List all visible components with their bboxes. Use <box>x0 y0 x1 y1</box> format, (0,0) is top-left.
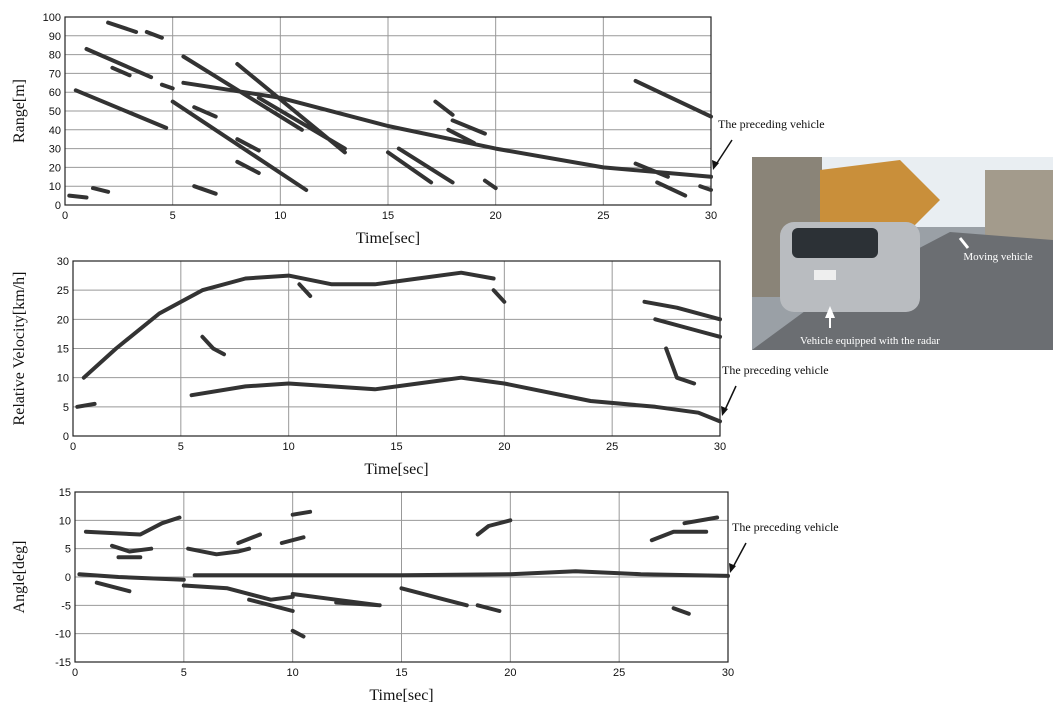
x-tick-label: 15 <box>395 667 407 679</box>
annotation: The preceding vehicle <box>732 520 839 534</box>
x-tick-label: 10 <box>283 441 295 453</box>
y-tick-label: 15 <box>59 487 71 499</box>
x-axis-label: Time[sec] <box>356 230 420 247</box>
x-tick-label: 30 <box>705 210 717 222</box>
y-tick-label: 10 <box>57 373 69 385</box>
track <box>79 512 728 637</box>
y-tick-label: 50 <box>49 106 61 118</box>
y-tick-label: -10 <box>55 629 71 641</box>
x-tick-label: 0 <box>62 210 68 222</box>
track <box>69 23 711 198</box>
y-tick-label: 5 <box>63 402 69 414</box>
y-tick-label: 5 <box>65 544 71 556</box>
annotation: The preceding vehicle <box>722 363 829 377</box>
x-tick-label: 25 <box>613 667 625 679</box>
x-tick-label: 30 <box>722 667 734 679</box>
x-tick-label: 0 <box>70 441 76 453</box>
y-tick-label: 0 <box>65 572 71 584</box>
annotation: The preceding vehicle <box>718 117 825 131</box>
y-tick-label: 70 <box>49 68 61 80</box>
y-axis-label: Angle[deg] <box>11 541 28 614</box>
y-axis-label: Range[m] <box>11 79 28 143</box>
x-axis-label: Time[sec] <box>369 687 433 704</box>
y-tick-label: 80 <box>49 50 61 62</box>
x-tick-label: 10 <box>287 667 299 679</box>
y-tick-label: 0 <box>63 431 69 443</box>
figure: Moving vehicle Vehicle equipped with the… <box>0 0 1053 708</box>
x-tick-label: 25 <box>606 441 618 453</box>
y-tick-label: 10 <box>49 181 61 193</box>
y-tick-label: 30 <box>57 256 69 268</box>
y-tick-label: 60 <box>49 87 61 99</box>
x-tick-label: 5 <box>170 210 176 222</box>
x-tick-label: 10 <box>274 210 286 222</box>
photo-label: Vehicle equipped with the radar <box>800 335 940 347</box>
y-tick-label: 30 <box>49 144 61 156</box>
x-tick-label: 0 <box>72 667 78 679</box>
y-tick-label: 40 <box>49 125 61 137</box>
x-tick-label: 20 <box>490 210 502 222</box>
x-tick-label: 25 <box>597 210 609 222</box>
y-tick-label: 0 <box>55 200 61 212</box>
x-tick-label: 5 <box>178 441 184 453</box>
track <box>77 273 720 422</box>
y-tick-label: 15 <box>57 344 69 356</box>
x-tick-label: 5 <box>181 667 187 679</box>
y-tick-label: 10 <box>59 515 71 527</box>
x-tick-label: 15 <box>390 441 402 453</box>
y-tick-label: 25 <box>57 285 69 297</box>
y-tick-label: 90 <box>49 31 61 43</box>
x-tick-label: 20 <box>498 441 510 453</box>
arrow-head <box>721 406 728 416</box>
y-tick-label: 100 <box>43 12 61 24</box>
y-tick-label: -5 <box>61 600 71 612</box>
x-tick-label: 30 <box>714 441 726 453</box>
page: {"chart_data": [ {"type": "line", "xlabe… <box>0 0 1053 713</box>
y-tick-label: 20 <box>49 162 61 174</box>
y-tick-label: -15 <box>55 657 71 669</box>
photo-label: Moving vehicle <box>963 251 1032 263</box>
x-axis-label: Time[sec] <box>364 461 428 478</box>
y-axis-label: Relative Velocity[km/h] <box>11 272 28 426</box>
x-tick-label: 15 <box>382 210 394 222</box>
y-tick-label: 20 <box>57 314 69 326</box>
annotation-arrow <box>715 140 732 166</box>
annotation-arrow <box>732 543 746 569</box>
x-tick-label: 20 <box>504 667 516 679</box>
